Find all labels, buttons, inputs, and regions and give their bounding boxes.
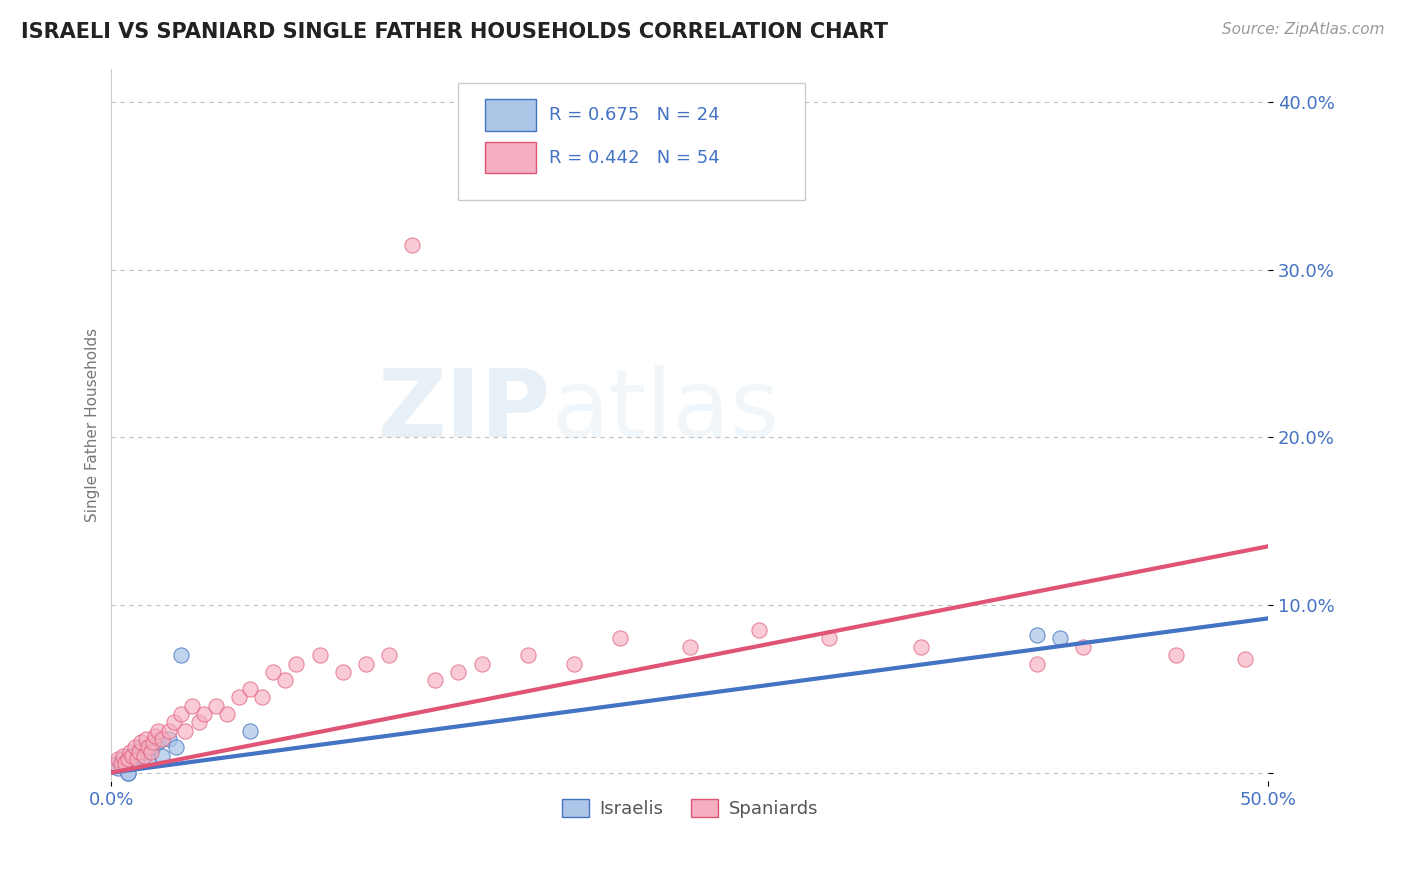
Point xyxy=(118,746,141,760)
Point xyxy=(239,681,262,696)
Point xyxy=(170,706,193,721)
Point xyxy=(121,748,143,763)
Point xyxy=(118,748,141,763)
Point xyxy=(135,746,157,760)
Point xyxy=(128,748,150,763)
Text: atlas: atlas xyxy=(551,365,779,457)
Point xyxy=(1234,651,1257,665)
Point xyxy=(138,752,160,766)
Point xyxy=(146,723,169,738)
FancyBboxPatch shape xyxy=(485,99,536,130)
Point xyxy=(111,752,134,766)
Point xyxy=(157,723,180,738)
Text: R = 0.442   N = 54: R = 0.442 N = 54 xyxy=(548,149,720,167)
Point xyxy=(125,752,148,766)
Point xyxy=(447,665,470,679)
Point xyxy=(146,735,169,749)
Point xyxy=(110,754,132,768)
Point xyxy=(114,756,136,770)
Point xyxy=(188,715,211,730)
Point xyxy=(170,648,193,663)
FancyBboxPatch shape xyxy=(485,142,536,173)
Point xyxy=(135,732,157,747)
Point xyxy=(562,657,585,671)
Point xyxy=(1025,628,1047,642)
Point xyxy=(105,757,128,772)
Point xyxy=(274,673,297,688)
Point xyxy=(193,706,215,721)
Point xyxy=(114,757,136,772)
Point xyxy=(262,665,284,679)
Point xyxy=(471,657,494,671)
Point xyxy=(378,648,401,663)
Point xyxy=(111,748,134,763)
Point xyxy=(131,735,153,749)
Point xyxy=(142,740,165,755)
Point xyxy=(1164,648,1187,663)
Legend: Israelis, Spaniards: Israelis, Spaniards xyxy=(554,791,825,825)
Point xyxy=(1049,632,1071,646)
Point xyxy=(125,746,148,760)
Text: ZIP: ZIP xyxy=(378,365,551,457)
Point xyxy=(425,673,447,688)
Point xyxy=(1071,640,1094,654)
Point xyxy=(138,740,160,755)
Point xyxy=(145,729,167,743)
Point xyxy=(817,632,839,646)
Point xyxy=(285,657,308,671)
Point xyxy=(124,752,146,766)
Point xyxy=(250,690,273,705)
Point xyxy=(308,648,330,663)
Point xyxy=(516,648,538,663)
Point xyxy=(105,757,128,772)
Point xyxy=(132,748,155,763)
Point xyxy=(679,640,702,654)
Point xyxy=(121,756,143,770)
Point xyxy=(117,765,139,780)
Point xyxy=(401,237,423,252)
Point xyxy=(609,632,631,646)
Point xyxy=(1025,657,1047,671)
Point xyxy=(165,740,187,755)
Point xyxy=(332,665,354,679)
Point xyxy=(217,706,239,721)
Point xyxy=(239,723,262,738)
Point xyxy=(131,740,153,755)
Point xyxy=(128,746,150,760)
Point xyxy=(910,640,932,654)
Point xyxy=(117,752,139,766)
Point xyxy=(748,623,770,637)
Point xyxy=(228,690,250,705)
Point xyxy=(124,740,146,755)
Point xyxy=(107,752,129,766)
Text: R = 0.675   N = 24: R = 0.675 N = 24 xyxy=(548,106,720,124)
Point xyxy=(139,746,162,760)
Point xyxy=(150,748,173,763)
Point xyxy=(204,698,226,713)
Point xyxy=(354,657,377,671)
Text: ISRAELI VS SPANIARD SINGLE FATHER HOUSEHOLDS CORRELATION CHART: ISRAELI VS SPANIARD SINGLE FATHER HOUSEH… xyxy=(21,22,889,42)
Point xyxy=(150,732,173,747)
Text: Source: ZipAtlas.com: Source: ZipAtlas.com xyxy=(1222,22,1385,37)
Point xyxy=(174,723,197,738)
Point xyxy=(163,715,186,730)
Point xyxy=(110,757,132,772)
Point xyxy=(117,765,139,780)
FancyBboxPatch shape xyxy=(458,83,806,201)
Point xyxy=(107,761,129,775)
Point xyxy=(181,698,204,713)
Point xyxy=(157,732,180,747)
Y-axis label: Single Father Households: Single Father Households xyxy=(86,327,100,522)
Point xyxy=(142,735,165,749)
